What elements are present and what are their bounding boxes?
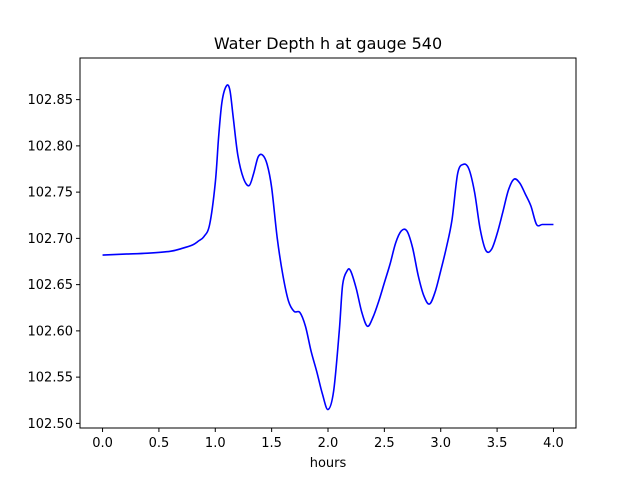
y-tick-label: 102.70 xyxy=(28,232,74,247)
y-tick-label: 102.50 xyxy=(28,417,74,432)
y-tick-label: 102.80 xyxy=(28,139,74,154)
y-tick-label: 102.75 xyxy=(28,186,74,201)
x-tick-label: 0.5 xyxy=(149,436,170,451)
x-tick-label: 3.5 xyxy=(487,436,508,451)
x-tick-label: 0.0 xyxy=(92,436,113,451)
y-tick-label: 102.55 xyxy=(28,371,74,386)
series-layer xyxy=(102,84,554,411)
y-tick-label: 102.60 xyxy=(28,324,74,339)
y-axis: 102.50 102.55 102.60 102.65 102.70 102.75 102.… xyxy=(28,93,80,432)
series-line xyxy=(102,84,554,411)
x-tick-label: 1.0 xyxy=(205,436,226,451)
y-tick-label: 102.85 xyxy=(28,93,74,108)
x-tick-label: 3.0 xyxy=(430,436,451,451)
chart-title: Water Depth h at gauge 540 xyxy=(214,34,442,53)
x-tick-label: 1.5 xyxy=(261,436,282,451)
y-tick-label: 102.65 xyxy=(28,278,74,293)
x-tick-label: 4.0 xyxy=(543,436,564,451)
x-axis: 0.0 0.5 1.0 1.5 2.0 2.5 3.0 3.5 4.0 xyxy=(92,428,564,451)
x-tick-label: 2.5 xyxy=(374,436,395,451)
x-tick-label: 2.0 xyxy=(318,436,339,451)
x-axis-label: hours xyxy=(310,456,347,471)
